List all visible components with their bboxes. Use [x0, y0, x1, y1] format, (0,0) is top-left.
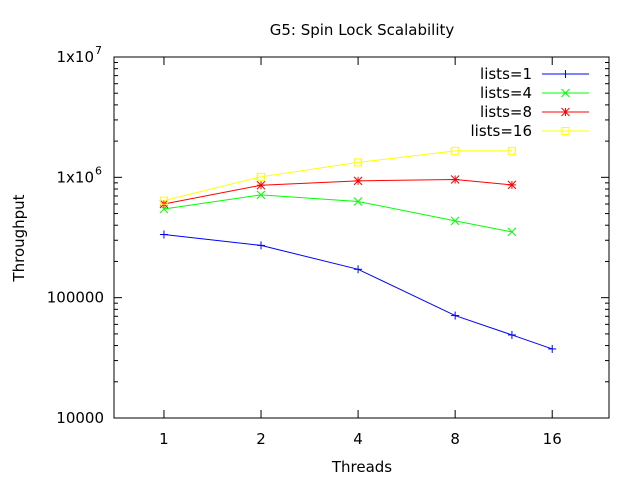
series-lists-1	[159, 230, 557, 353]
marker-stroke	[256, 190, 266, 200]
marker-square	[561, 127, 570, 135]
series-line	[163, 150, 512, 202]
marker-square	[257, 172, 266, 181]
marker-stroke	[561, 88, 570, 98]
legend-swatch-marker	[561, 107, 570, 117]
marker-square	[354, 158, 363, 167]
legend-label: lists=4	[480, 84, 532, 102]
marker-square	[451, 146, 460, 155]
x-tick-label: 1	[159, 430, 169, 448]
legend-label: lists=8	[480, 103, 532, 121]
plot-area	[159, 146, 557, 353]
y-axis-label: Throughput	[10, 194, 28, 282]
legend-swatch-marker	[561, 88, 570, 98]
marker-stroke	[353, 176, 363, 186]
marker-stroke	[256, 180, 266, 190]
data-point	[451, 146, 460, 155]
series-lists-4	[159, 190, 517, 237]
plot-frame	[113, 56, 610, 419]
data-point	[548, 344, 557, 353]
legend-label: lists=16	[470, 122, 532, 140]
series-lists-8	[159, 175, 517, 209]
legend-label: lists=1	[480, 65, 532, 83]
chart-title: G5: Spin Lock Scalability	[270, 21, 455, 39]
data-point	[451, 311, 460, 320]
data-point	[450, 216, 460, 226]
data-point	[257, 172, 266, 181]
data-point	[507, 227, 517, 237]
y-tick-exponent: 7	[95, 44, 102, 57]
legend-swatch-marker	[561, 127, 570, 135]
data-point	[354, 265, 363, 274]
y-tick-label: 1x10	[56, 48, 94, 66]
data-point	[507, 146, 516, 155]
data-point	[507, 180, 517, 190]
data-point	[256, 190, 266, 200]
x-tick-label: 4	[353, 430, 363, 448]
marker-square	[507, 146, 516, 155]
data-point	[159, 196, 168, 205]
y-tick-label: 1x10	[56, 168, 94, 186]
marker-stroke	[450, 216, 460, 226]
series-line	[163, 233, 553, 350]
series-line	[163, 194, 513, 233]
data-point	[354, 158, 363, 167]
marker-stroke	[561, 107, 570, 117]
data-point	[507, 330, 516, 339]
marker-square	[159, 196, 168, 205]
marker-stroke	[353, 197, 363, 206]
data-point	[257, 241, 266, 250]
y-tick-exponent: 6	[95, 164, 102, 177]
y-tick-label: 10000	[56, 409, 104, 427]
data-point	[159, 230, 168, 239]
x-tick-label: 16	[543, 430, 562, 448]
marker-stroke	[450, 175, 460, 184]
data-point	[450, 175, 460, 184]
data-point	[256, 180, 266, 190]
y-tick-label: 100000	[47, 289, 104, 307]
marker-stroke	[507, 180, 517, 190]
marker-stroke	[507, 227, 517, 237]
series-lists-16	[159, 146, 516, 205]
x-tick-label: 2	[256, 430, 266, 448]
data-point	[353, 197, 363, 206]
x-tick-label: 8	[450, 430, 460, 448]
x-axis-label: Threads	[331, 458, 392, 476]
legend-swatch-marker	[561, 70, 570, 78]
data-point	[353, 176, 363, 186]
